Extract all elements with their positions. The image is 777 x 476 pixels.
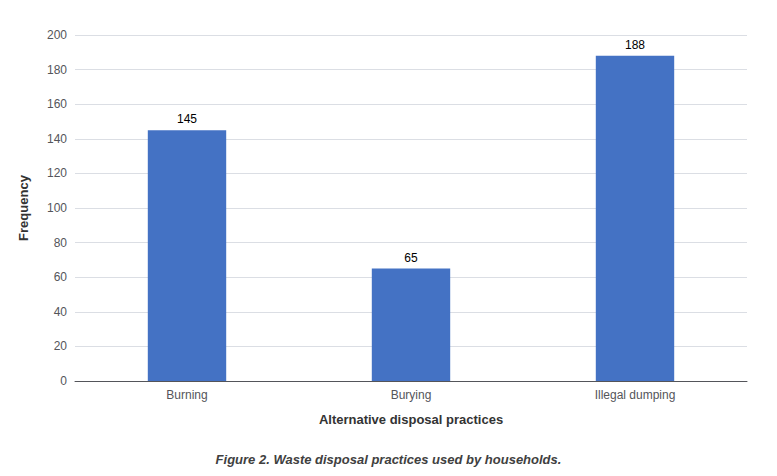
svg-text:Frequency: Frequency	[16, 174, 31, 241]
svg-text:188: 188	[625, 38, 645, 52]
svg-text:65: 65	[404, 251, 418, 265]
svg-text:Burning: Burning	[166, 388, 207, 402]
svg-text:160: 160	[47, 97, 67, 111]
svg-text:0: 0	[60, 374, 67, 388]
svg-text:20: 20	[54, 339, 68, 353]
svg-text:60: 60	[54, 270, 68, 284]
svg-text:180: 180	[47, 63, 67, 77]
svg-text:200: 200	[47, 28, 67, 42]
svg-text:Figure 2. Waste disposal pract: Figure 2. Waste disposal practices used …	[216, 452, 562, 467]
svg-text:100: 100	[47, 201, 67, 215]
svg-text:140: 140	[47, 132, 67, 146]
svg-text:80: 80	[54, 236, 68, 250]
svg-text:145: 145	[177, 112, 197, 126]
svg-text:Burying: Burying	[391, 388, 432, 402]
svg-text:Illegal dumping: Illegal dumping	[595, 388, 676, 402]
svg-text:40: 40	[54, 305, 68, 319]
svg-text:Alternative disposal practices: Alternative disposal practices	[319, 412, 503, 427]
svg-text:120: 120	[47, 166, 67, 180]
